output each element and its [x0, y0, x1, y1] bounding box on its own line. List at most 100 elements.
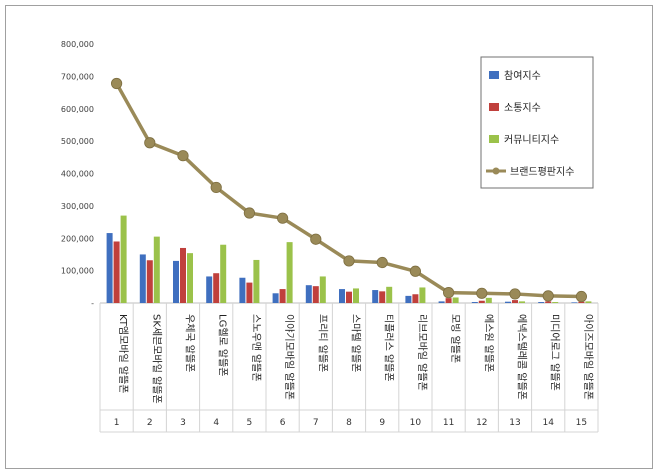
point-브랜드평판지수-11 [442, 287, 455, 299]
rank-label: 1 [114, 418, 120, 428]
bar-소통지수-6 [279, 289, 286, 303]
bar-소통지수-4 [213, 273, 220, 303]
y-tick-label: 500,000 [61, 137, 94, 146]
rank-label: 8 [346, 418, 352, 428]
bar-커뮤니티지수-4 [220, 244, 227, 303]
bar-커뮤니티지수-1 [120, 215, 127, 303]
bar-소통지수-2 [146, 260, 153, 303]
legend-swatch-커뮤니티지수 [489, 135, 499, 143]
bar-참여지수-5 [239, 277, 246, 303]
category-label: 리브모바일 알뜰폰 [416, 314, 428, 391]
bar-소통지수-9 [379, 291, 386, 303]
rank-label: 12 [476, 418, 487, 428]
bar-커뮤니티지수-7 [319, 276, 326, 303]
bar-소통지수-15 [578, 301, 585, 303]
point-브랜드평판지수-3 [177, 150, 189, 162]
category-label: 프리티 알뜰폰 [316, 314, 328, 372]
category-label: 에넥스텔레콤 알뜰폰 [516, 314, 528, 400]
category-label: 아이즈모바일 알뜰폰 [582, 314, 594, 400]
point-브랜드평판지수-6 [276, 212, 289, 224]
bar-참여지수-8 [339, 289, 345, 303]
bar-소통지수-14 [545, 301, 552, 303]
category-label: 스노우맨 알뜰폰 [250, 314, 262, 382]
rank-label: 14 [542, 418, 554, 428]
y-tick-label: 300,000 [61, 202, 94, 211]
bar-소통지수-3 [180, 247, 186, 303]
bar-참여지수-4 [206, 276, 213, 303]
bar-커뮤니티지수-11 [452, 297, 459, 303]
y-tick-label: - [91, 299, 94, 308]
category-label: SK세븐모바일 알뜰폰 [150, 314, 162, 404]
y-tick-label: 800,000 [61, 40, 94, 49]
category-label: 우체국 알뜰폰 [184, 314, 196, 372]
bar-커뮤니티지수-9 [386, 286, 393, 303]
bar-커뮤니티지수-14 [552, 302, 559, 303]
rank-label: 6 [280, 418, 286, 428]
y-tick-label: 400,000 [61, 170, 94, 179]
bar-소통지수-7 [312, 286, 319, 303]
bar-커뮤니티지수-5 [253, 259, 260, 303]
point-브랜드평판지수-9 [376, 256, 388, 269]
bar-참여지수-2 [139, 254, 146, 303]
category-label: 티플러스 알뜰폰 [383, 314, 395, 382]
y-tick-label: 700,000 [61, 72, 94, 81]
rank-label: 3 [180, 418, 186, 428]
bar-커뮤니티지수-15 [585, 301, 592, 303]
category-label: 스마텔 알뜰폰 [350, 314, 362, 372]
legend-marker-브랜드평판지수 [492, 167, 500, 175]
point-브랜드평판지수-5 [243, 207, 255, 219]
bar-커뮤니티지수-6 [286, 242, 293, 303]
y-tick-label: 200,000 [61, 234, 94, 243]
legend-label: 소통지수 [504, 102, 541, 114]
point-브랜드평판지수-2 [144, 137, 156, 149]
category-label: LG헬로 알뜰폰 [217, 314, 229, 377]
legend-swatch-소통지수 [489, 103, 499, 111]
bar-커뮤니티지수-2 [153, 236, 160, 303]
rank-label: 15 [576, 418, 587, 428]
point-브랜드평판지수-15 [575, 290, 588, 303]
legend-label: 커뮤니티지수 [504, 134, 559, 146]
bar-참여지수-3 [173, 260, 179, 303]
bar-소통지수-5 [246, 282, 253, 303]
rank-label: 4 [213, 418, 219, 428]
legend-box [480, 56, 594, 189]
point-브랜드평판지수-12 [476, 287, 488, 299]
bar-소통지수-10 [412, 294, 419, 303]
point-브랜드평판지수-4 [210, 181, 222, 194]
bar-소통지수-8 [346, 291, 352, 303]
rank-label: 9 [379, 418, 385, 428]
bar-소통지수-12 [478, 300, 485, 303]
bar-소통지수-13 [512, 300, 518, 303]
point-브랜드평판지수-1 [111, 77, 123, 90]
y-tick-label: 100,000 [61, 267, 94, 276]
point-브랜드평판지수-13 [509, 288, 521, 300]
bar-참여지수-1 [106, 233, 113, 303]
category-label: KT엠모바일 알뜰폰 [117, 314, 129, 393]
bar-참여지수-12 [471, 302, 478, 303]
legend-swatch-참여지수 [489, 71, 499, 79]
bar-소통지수-1 [113, 241, 120, 303]
category-label: 에스원 알뜰폰 [482, 314, 494, 372]
rank-label: 10 [410, 418, 422, 428]
y-tick-label: 600,000 [61, 105, 94, 114]
bar-참여지수-9 [372, 290, 379, 303]
bar-커뮤니티지수-13 [519, 301, 525, 303]
rank-label: 2 [147, 418, 153, 428]
category-label: 미디어로그 알뜰폰 [549, 314, 561, 391]
bar-커뮤니티지수-3 [187, 253, 193, 303]
category-label: 모빙 알뜰폰 [449, 314, 461, 363]
bar-참여지수-7 [305, 285, 312, 303]
bar-참여지수-6 [272, 293, 279, 303]
point-브랜드평판지수-10 [409, 265, 421, 277]
point-브랜드평판지수-8 [343, 255, 355, 267]
category-label: 이야기모바일 알뜰폰 [283, 314, 295, 400]
bar-커뮤니티지수-8 [353, 288, 359, 303]
rank-label: 13 [509, 418, 520, 428]
bar-참여지수-11 [438, 301, 445, 303]
bar-참여지수-13 [505, 301, 511, 303]
legend-label: 참여지수 [504, 70, 541, 82]
point-브랜드평판지수-7 [310, 233, 322, 245]
point-브랜드평판지수-14 [542, 290, 554, 302]
bar-커뮤니티지수-10 [419, 287, 426, 303]
